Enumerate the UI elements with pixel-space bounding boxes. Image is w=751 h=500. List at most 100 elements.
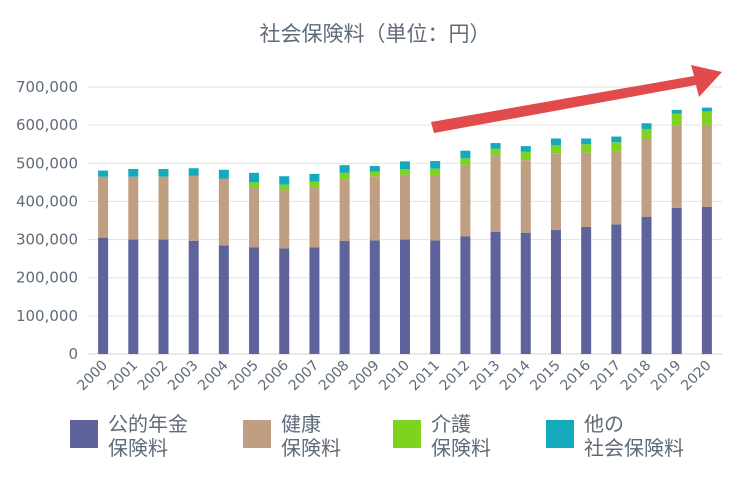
bar-segment-2011-s1 (430, 175, 441, 241)
y-tick-label: 200,000 (16, 269, 78, 287)
x-tick-label: 2000 (74, 358, 111, 395)
x-tick-label: 2002 (135, 358, 172, 395)
bar-segment-2005-s3 (249, 172, 260, 183)
bar-segment-2006-s3 (279, 176, 290, 185)
bar-segment-2016-s1 (581, 152, 592, 227)
y-tick-label: 300,000 (16, 231, 78, 249)
bar-segment-2006-s0 (279, 248, 290, 354)
bar-segment-2008-s1 (339, 179, 350, 241)
bar-segment-2004-s0 (218, 245, 229, 354)
bar-segment-2011-s2 (430, 168, 441, 176)
bar-segment-2010-s1 (400, 174, 410, 240)
bar-segment-2016-s2 (581, 144, 592, 153)
bar-segment-2010-s2 (400, 169, 410, 175)
x-tick-label: 2005 (225, 358, 262, 395)
bar-segment-2019-s3 (671, 109, 682, 114)
bar-segment-2011-s0 (430, 240, 441, 354)
legend-label-care-line1: 介護 (431, 412, 471, 436)
bar-segment-2010-s3 (400, 161, 410, 170)
bar-segment-2019-s2 (671, 113, 682, 126)
legend-label-other-line1: 他の (584, 412, 624, 436)
x-tick-label: 2013 (467, 358, 504, 395)
bar-segment-2020-s2 (701, 111, 712, 125)
legend-label-health-line1: 健康 (281, 412, 321, 436)
y-axis: 0 100,000 200,000 300,000 400,000 500,000 600,… (16, 78, 78, 363)
bar-segment-2009-s1 (369, 176, 380, 241)
x-tick-label: 2015 (527, 358, 564, 395)
bar-segment-2015-s0 (550, 230, 561, 354)
legend-item-care: 介護 保険料 (393, 412, 491, 460)
y-tick-label: 700,000 (16, 78, 78, 96)
bar-segment-2009-s0 (369, 240, 380, 354)
trend-arrow (431, 65, 722, 133)
bar-segment-2017-s2 (611, 142, 622, 152)
bar-segment-2003-s3 (188, 168, 199, 176)
bar-segment-2005-s0 (249, 247, 260, 354)
trend-arrow-shape (431, 65, 722, 133)
x-tick-label: 2004 (195, 357, 232, 394)
bar-segment-2007-s1 (309, 188, 320, 248)
bar-segment-2016-s3 (581, 138, 592, 145)
bar-segment-2002-s3 (158, 169, 169, 177)
legend-label-pension-line2: 保険料 (108, 436, 168, 460)
bar-segment-2000-s0 (98, 237, 109, 354)
y-tick-label: 400,000 (16, 192, 78, 210)
bar-segment-2019-s1 (671, 125, 682, 208)
x-tick-label: 2017 (588, 358, 625, 395)
bar-segment-2012-s0 (460, 236, 471, 354)
bar-segment-2001-s3 (128, 169, 139, 177)
bar-segment-2018-s3 (641, 123, 652, 129)
bar-segment-2008-s2 (339, 172, 350, 180)
legend-swatch-other (546, 420, 574, 448)
y-tick-label: 0 (68, 345, 78, 363)
chart-title: 社会保険料（単位：円） (260, 22, 491, 46)
bar-segment-2020-s1 (701, 124, 712, 207)
y-tick-label: 500,000 (16, 154, 78, 172)
bar-segment-2018-s2 (641, 128, 652, 139)
bar-segment-2016-s0 (581, 226, 592, 354)
bar-segment-2015-s1 (550, 153, 561, 231)
bar-segment-2005-s2 (249, 182, 260, 189)
legend: 公的年金 保険料 健康 保険料 介護 保険料 他の 社会保険料 (0, 412, 751, 492)
bar-segment-2004-s3 (218, 169, 229, 179)
bar-segment-2009-s3 (369, 165, 380, 172)
chart-canvas: 社会保険料（単位：円） 0 100,000 200,000 300,000 400,00… (16, 22, 722, 394)
bar-segment-2013-s3 (490, 143, 501, 149)
legend-label-care-line2: 保険料 (431, 436, 491, 460)
bar-segment-2006-s1 (279, 190, 290, 249)
x-tick-label: 2007 (286, 358, 323, 395)
x-tick-label: 2010 (376, 358, 413, 395)
bar-segment-2012-s3 (460, 150, 471, 159)
x-tick-label: 2001 (105, 358, 142, 395)
bar-segment-2020-s3 (701, 107, 712, 112)
legend-swatch-care (393, 420, 421, 448)
bar-segment-2001-s0 (128, 239, 139, 354)
bar-segment-2014-s3 (520, 146, 531, 152)
x-axis: 2000200120022003200420052006200720082009… (74, 357, 714, 394)
y-tick-label: 600,000 (16, 116, 78, 134)
bar-segment-2017-s3 (611, 136, 622, 143)
bar-segment-2006-s2 (279, 184, 290, 191)
bar-segment-2002-s1 (158, 176, 169, 240)
bar-segment-2014-s0 (520, 232, 531, 354)
legend-item-health: 健康 保険料 (243, 412, 341, 460)
y-tick-label: 100,000 (16, 307, 78, 325)
x-tick-label: 2011 (407, 358, 444, 395)
bar-segment-2004-s1 (218, 178, 229, 246)
bar-segment-2017-s1 (611, 151, 622, 225)
bar-segment-2013-s1 (490, 155, 501, 232)
legend-item-other: 他の 社会保険料 (546, 412, 684, 460)
bar-segment-2000-s3 (98, 170, 109, 177)
x-tick-label: 2003 (165, 358, 202, 395)
legend-item-pension: 公的年金 保険料 (70, 412, 188, 460)
legend-swatch-pension (70, 420, 98, 448)
x-tick-label: 2019 (648, 358, 685, 395)
legend-label-other-line2: 社会保険料 (584, 436, 684, 460)
bar-segment-2015-s2 (550, 145, 561, 154)
x-tick-label: 2016 (557, 357, 594, 394)
bar-segment-2005-s1 (249, 188, 260, 248)
x-tick-label: 2008 (316, 358, 353, 395)
x-tick-label: 2006 (256, 357, 293, 394)
bar-segment-2015-s3 (550, 138, 561, 146)
bar-segment-2009-s2 (369, 171, 380, 177)
